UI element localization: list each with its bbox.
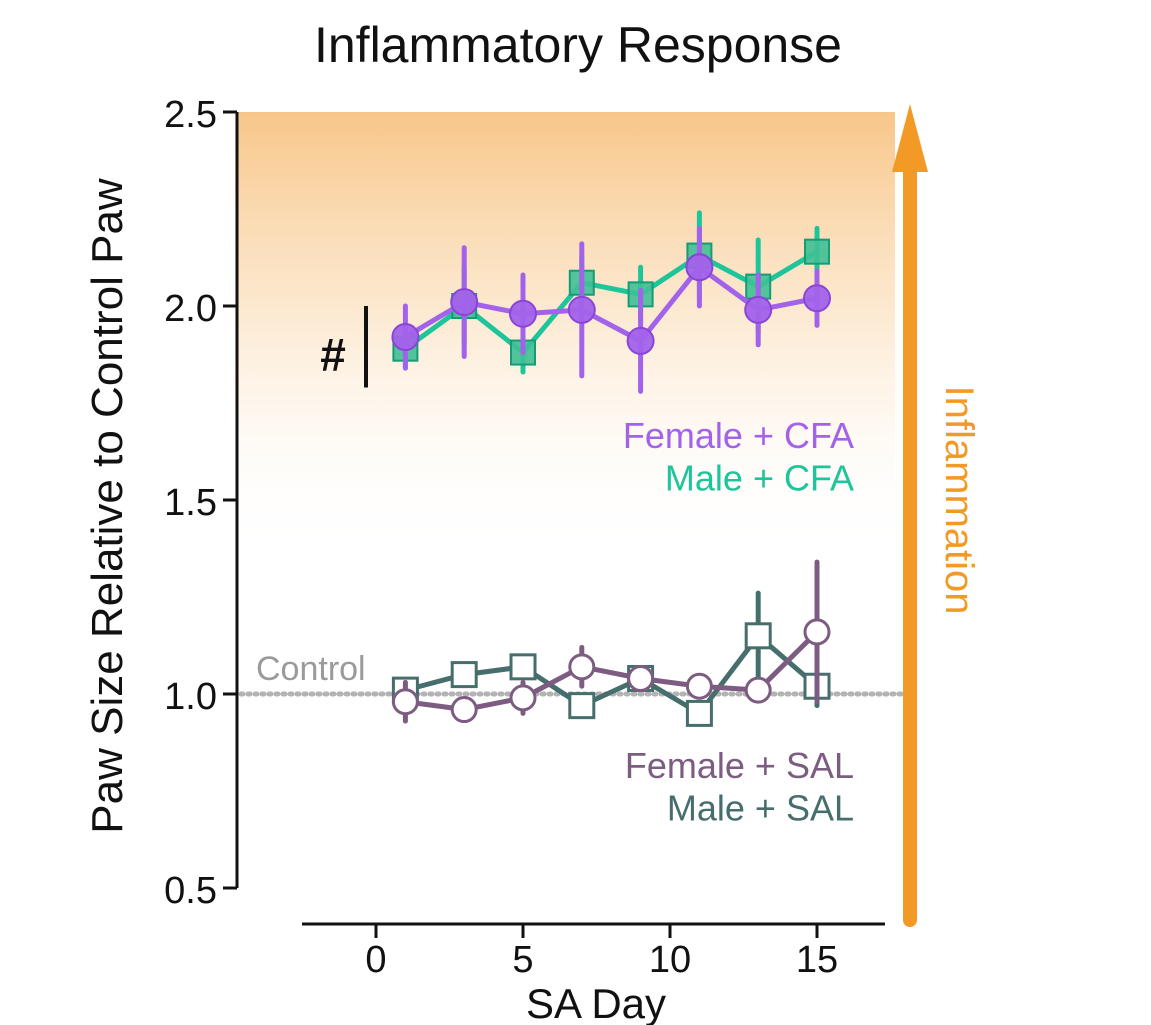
y-tick-label: 1.0 bbox=[164, 676, 217, 718]
inflammation-background bbox=[237, 112, 895, 559]
series-layer bbox=[391, 210, 831, 727]
data-point bbox=[391, 688, 419, 716]
data-point bbox=[803, 284, 831, 313]
data-point bbox=[804, 238, 830, 265]
data-point bbox=[567, 295, 596, 324]
legend-entry: Male + CFA bbox=[665, 458, 854, 499]
chart-title: Inflammatory Response bbox=[314, 17, 842, 73]
x-tick-label: 10 bbox=[649, 939, 691, 981]
data-point bbox=[744, 295, 773, 324]
x-axis-label: SA Day bbox=[526, 980, 666, 1025]
y-tick-label: 0.5 bbox=[164, 870, 217, 912]
x-tick-label: 5 bbox=[512, 939, 533, 981]
significance-marker: # bbox=[320, 306, 368, 388]
data-point bbox=[391, 323, 420, 352]
data-point bbox=[685, 672, 713, 700]
data-point bbox=[450, 288, 479, 317]
data-point bbox=[744, 622, 772, 650]
data-point bbox=[450, 696, 478, 724]
y-tick-label: 1.5 bbox=[164, 482, 217, 524]
data-point bbox=[803, 618, 831, 646]
data-point bbox=[685, 699, 713, 727]
y-tick-label: 2.5 bbox=[164, 94, 217, 136]
control-label: Control bbox=[256, 650, 366, 688]
x-tick-label: 0 bbox=[365, 939, 386, 981]
arrow-label: Inflammation bbox=[937, 386, 981, 615]
data-point bbox=[509, 653, 537, 681]
arrow-head bbox=[892, 104, 928, 172]
y-axis: 0.5 1.0 1.5 2.0 2.5 bbox=[164, 94, 239, 912]
legend-entry: Female + CFA bbox=[623, 415, 854, 456]
legend-entry: Male + SAL bbox=[667, 788, 854, 829]
data-point bbox=[568, 692, 596, 720]
series-female-sal bbox=[391, 559, 831, 724]
x-axis: 0 5 10 15 bbox=[302, 922, 885, 981]
data-point bbox=[685, 253, 714, 282]
inflammation-arrow: Inflammation bbox=[892, 104, 981, 927]
series-female-cfa bbox=[391, 225, 831, 394]
significance-label: # bbox=[320, 329, 346, 381]
data-point bbox=[450, 661, 478, 689]
y-tick-label: 2.0 bbox=[164, 288, 217, 330]
data-point bbox=[509, 684, 537, 712]
data-point bbox=[568, 653, 596, 681]
legend-entry: Female + SAL bbox=[625, 745, 854, 786]
data-point bbox=[509, 299, 537, 328]
y-axis-label: Paw Size Relative to Control Paw bbox=[83, 178, 132, 834]
data-point bbox=[626, 326, 655, 355]
data-point bbox=[627, 664, 655, 692]
data-point bbox=[744, 676, 772, 704]
x-tick-label: 15 bbox=[796, 939, 838, 981]
